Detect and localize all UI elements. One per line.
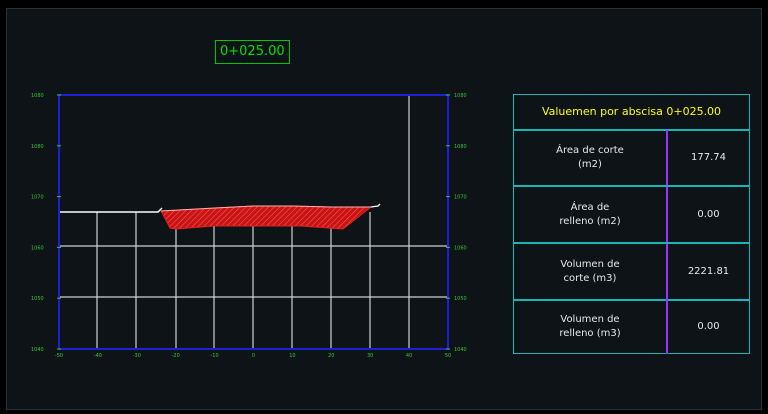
terrain-line xyxy=(59,207,163,213)
x-tick-label: 10 xyxy=(289,353,295,359)
x-tick-label: 40 xyxy=(406,353,412,359)
row-value: 2221.81 xyxy=(666,244,749,299)
cad-viewport[interactable] xyxy=(6,8,762,410)
y-tick-label-left: 1080 xyxy=(31,144,44,150)
y-tick-label-right: 1060 xyxy=(454,245,467,251)
row-label: Área de relleno (m2) xyxy=(514,187,666,242)
table-row-volume-cut: Volumen de corte (m3) 2221.81 xyxy=(514,244,749,299)
subgrade-line xyxy=(160,205,371,212)
x-tick-label: -40 xyxy=(94,353,102,359)
row-divider xyxy=(514,299,749,301)
y-tick-label-left: 1050 xyxy=(31,296,44,302)
row-value: 177.74 xyxy=(666,130,749,185)
row-label-line2: (m2) xyxy=(578,158,602,170)
y-tick-label-right: 1070 xyxy=(454,195,467,201)
y-tick-label-right: 1080 xyxy=(454,144,467,150)
y-tick-label-left: 1060 xyxy=(31,245,44,251)
row-value: 0.00 xyxy=(666,187,749,242)
row-label: Área de corte (m2) xyxy=(514,130,666,185)
horizontal-grid xyxy=(59,245,448,298)
y-tick-label-left: 1040 xyxy=(31,347,44,353)
row-label-line1: Volumen de xyxy=(560,258,620,270)
x-tick-label: -20 xyxy=(172,353,180,359)
y-tick-label-right: 1080 xyxy=(454,93,467,99)
station-label: 0+025.00 xyxy=(215,40,290,64)
y-tick-label-right: 1040 xyxy=(454,347,467,353)
row-value: 0.00 xyxy=(666,299,749,354)
row-label-line1: Volumen de xyxy=(560,313,620,325)
section-frame xyxy=(58,94,449,350)
row-label-line1: Área de xyxy=(570,201,610,213)
y-tick-label-left: 1070 xyxy=(31,195,44,201)
row-label-line1: Área de corte xyxy=(556,144,624,156)
table-row-area-fill: Área de relleno (m2) 0.00 xyxy=(514,187,749,242)
y-tick-label-left: 1080 xyxy=(31,93,44,99)
x-tick-label: -30 xyxy=(133,353,141,359)
row-label: Volumen de relleno (m3) xyxy=(514,299,666,354)
row-divider xyxy=(514,185,749,187)
x-tick-label: -50 xyxy=(55,353,63,359)
terrain-line-right xyxy=(370,203,381,208)
x-tick-label: 0 xyxy=(252,353,255,359)
quantities-table: Valuemen por abscisa 0+025.00 Área de co… xyxy=(513,94,750,354)
table-title: Valuemen por abscisa 0+025.00 xyxy=(514,95,749,131)
axis-ticks: -50 -40 -30 -20 -10 0 10 20 30 40 50 1080 1080 1080 10… xyxy=(31,93,467,359)
x-tick-label: 20 xyxy=(328,353,334,359)
x-tick-label: 30 xyxy=(367,353,373,359)
row-label: Volumen de corte (m3) xyxy=(514,244,666,299)
x-tick-label: 50 xyxy=(445,353,451,359)
x-tick-label: -10 xyxy=(211,353,219,359)
table-row-volume-fill: Volumen de relleno (m3) 0.00 xyxy=(514,299,749,354)
row-label-line2: relleno (m2) xyxy=(559,215,621,227)
row-divider xyxy=(514,242,749,244)
row-label-line2: relleno (m3) xyxy=(559,327,621,339)
row-label-line2: corte (m3) xyxy=(563,272,617,284)
table-row-area-cut: Área de corte (m2) 177.74 xyxy=(514,130,749,185)
y-tick-label-right: 1050 xyxy=(454,296,467,302)
